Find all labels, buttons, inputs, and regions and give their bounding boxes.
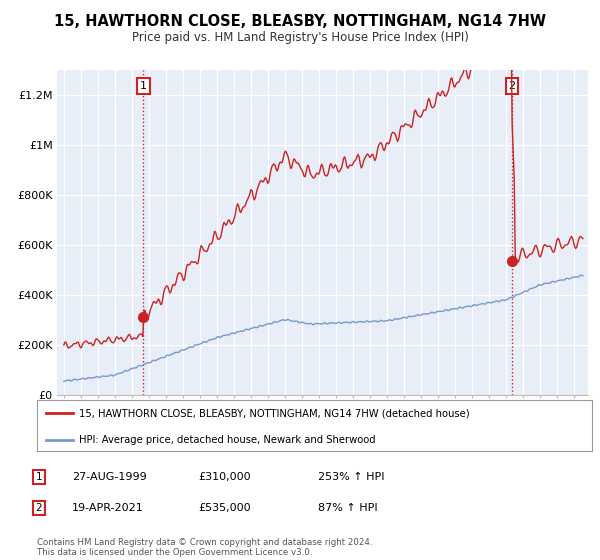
Text: 15, HAWTHORN CLOSE, BLEASBY, NOTTINGHAM, NG14 7HW: 15, HAWTHORN CLOSE, BLEASBY, NOTTINGHAM,…	[54, 14, 546, 29]
Text: 27-AUG-1999: 27-AUG-1999	[72, 472, 147, 482]
Text: Price paid vs. HM Land Registry's House Price Index (HPI): Price paid vs. HM Land Registry's House …	[131, 31, 469, 44]
Text: £535,000: £535,000	[198, 503, 251, 513]
Text: 2: 2	[35, 503, 43, 513]
Text: 2: 2	[508, 81, 515, 91]
Text: 253% ↑ HPI: 253% ↑ HPI	[318, 472, 385, 482]
Text: 1: 1	[140, 81, 147, 91]
Text: 19-APR-2021: 19-APR-2021	[72, 503, 144, 513]
Text: £310,000: £310,000	[198, 472, 251, 482]
Text: 87% ↑ HPI: 87% ↑ HPI	[318, 503, 377, 513]
Text: Contains HM Land Registry data © Crown copyright and database right 2024.
This d: Contains HM Land Registry data © Crown c…	[37, 538, 373, 557]
Text: 15, HAWTHORN CLOSE, BLEASBY, NOTTINGHAM, NG14 7HW (detached house): 15, HAWTHORN CLOSE, BLEASBY, NOTTINGHAM,…	[79, 408, 469, 418]
Text: HPI: Average price, detached house, Newark and Sherwood: HPI: Average price, detached house, Newa…	[79, 435, 376, 445]
Text: 1: 1	[35, 472, 43, 482]
